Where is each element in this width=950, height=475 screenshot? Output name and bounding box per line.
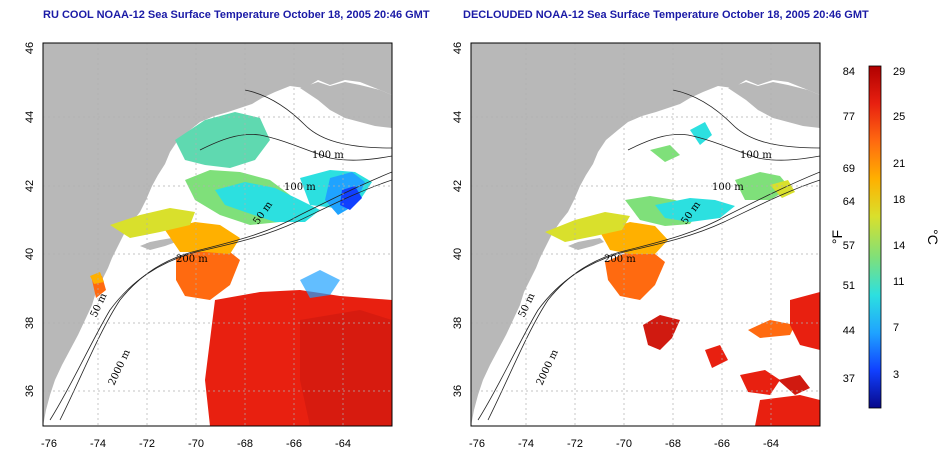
- right-contour-label: 100 m: [740, 150, 772, 161]
- right-contour-label: 100 m: [712, 182, 744, 193]
- colorbar-f-tick: 37: [843, 373, 855, 385]
- colorbar-f-tick: 51: [843, 280, 855, 292]
- left-contour-label: 100 m: [312, 150, 344, 161]
- left-grid-lines: [43, 43, 392, 426]
- right-lat-axis: 46 44 42 40 38 36: [452, 42, 464, 397]
- right-grid-lines: [471, 43, 820, 426]
- lat-tick-label: 38: [24, 317, 36, 329]
- right-contour-label: 200 m: [604, 254, 636, 265]
- lon-tick-label: -74: [90, 438, 106, 450]
- lat-tick-label: 42: [452, 180, 464, 192]
- right-land-mass: [471, 43, 820, 426]
- lon-tick-label: -68: [237, 438, 253, 450]
- lat-tick-label: 36: [452, 385, 464, 397]
- lon-tick-label: -66: [714, 438, 730, 450]
- colorbar-celsius-ticks: 29 25 21 18 14 11 7 3: [893, 66, 905, 381]
- left-contour-label: 100 m: [284, 182, 316, 193]
- colorbar-c-tick: 11: [893, 276, 904, 288]
- lat-tick-label: 38: [452, 317, 464, 329]
- lat-tick-label: 44: [24, 111, 36, 123]
- left-map-title: RU COOL NOAA-12 Sea Surface Temperature …: [43, 9, 430, 21]
- lon-tick-label: -72: [567, 438, 583, 450]
- colorbar-c-tick: 7: [893, 322, 899, 334]
- left-map: 100 m 100 m 50 m 200 m 50 m 2000 m -76 -…: [24, 42, 393, 450]
- right-sst-field: [545, 122, 820, 426]
- lon-tick-label: -76: [41, 438, 57, 450]
- colorbar-c-tick: 25: [893, 111, 905, 123]
- lon-tick-label: -66: [286, 438, 302, 450]
- colorbar-f-tick: 57: [843, 240, 855, 252]
- lat-tick-label: 40: [452, 248, 464, 260]
- left-lon-axis: -76 -74 -72 -70 -68 -66 -64: [41, 438, 351, 450]
- right-long-island: [568, 238, 604, 250]
- left-lat-axis: 46 44 42 40 38 36: [24, 42, 36, 397]
- colorbar-f-tick: 77: [843, 111, 855, 123]
- lon-tick-label: -74: [518, 438, 534, 450]
- left-contour-label: 200 m: [176, 254, 208, 265]
- colorbar-c-tick: 18: [893, 194, 905, 206]
- lat-tick-label: 40: [24, 248, 36, 260]
- lon-tick-label: -70: [188, 438, 204, 450]
- lon-tick-label: -70: [616, 438, 632, 450]
- right-map-title: DECLOUDED NOAA-12 Sea Surface Temperatur…: [463, 9, 869, 21]
- lat-tick-label: 44: [452, 111, 464, 123]
- lon-tick-label: -76: [469, 438, 485, 450]
- temperature-colorbar: 84 77 69 64 57 51 44 37 29 25 21 18 14 1…: [829, 65, 941, 409]
- colorbar-fahrenheit-ticks: 84 77 69 64 57 51 44 37: [843, 66, 855, 385]
- left-sst-field: [90, 112, 392, 426]
- colorbar-celsius-unit: °C: [925, 229, 941, 245]
- colorbar-c-tick: 14: [893, 240, 905, 252]
- colorbar-fahrenheit-unit: °F: [829, 230, 845, 244]
- colorbar-c-tick: 21: [893, 158, 905, 170]
- colorbar-gradient: [868, 65, 882, 409]
- colorbar-f-tick: 69: [843, 163, 855, 175]
- colorbar-f-tick: 44: [843, 325, 855, 337]
- right-map-frame: [470, 42, 821, 427]
- lon-tick-label: -68: [665, 438, 681, 450]
- left-map-frame: [42, 42, 393, 427]
- right-bathymetry-contours: [477, 89, 820, 421]
- lon-tick-label: -72: [139, 438, 155, 450]
- colorbar-c-tick: 29: [893, 66, 905, 78]
- left-land-mass: [43, 43, 392, 426]
- right-lon-axis: -76 -74 -72 -70 -68 -66 -64: [469, 438, 779, 450]
- left-nova-scotia: [300, 82, 392, 128]
- lat-tick-label: 42: [24, 180, 36, 192]
- right-map: 100 m 100 m 50 m 200 m 50 m 2000 m -76 -…: [452, 42, 821, 450]
- colorbar-c-tick: 3: [893, 369, 899, 381]
- right-nova-scotia: [728, 82, 820, 128]
- lat-tick-label: 46: [452, 42, 464, 54]
- colorbar-f-tick: 64: [843, 196, 855, 208]
- lat-tick-label: 46: [24, 42, 36, 54]
- lon-tick-label: -64: [335, 438, 351, 450]
- lat-tick-label: 36: [24, 385, 36, 397]
- lon-tick-label: -64: [763, 438, 779, 450]
- colorbar-f-tick: 84: [843, 66, 855, 78]
- left-long-island: [140, 238, 176, 250]
